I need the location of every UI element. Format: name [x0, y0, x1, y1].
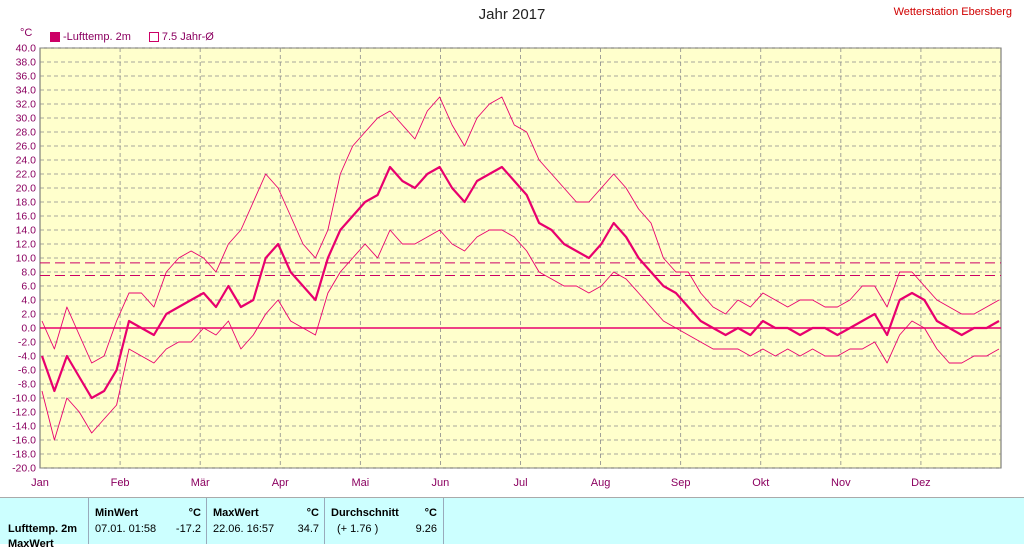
y-tick-label: 30.0: [16, 113, 37, 125]
y-tick-label: 28.0: [16, 127, 37, 139]
x-tick-label: Feb: [111, 477, 130, 489]
y-tick-label: -2.0: [18, 337, 36, 349]
avg-value: 9.26: [415, 523, 437, 535]
chart-canvas: 40.0 38.0 36.0 34.0 32.0 30.0 28.0 26.0 24.0 22.0…: [12, 43, 1002, 489]
y-tick-label: -8.0: [18, 379, 36, 391]
x-tick-label: Jan: [31, 477, 49, 489]
y-tick-label: 24.0: [16, 155, 37, 167]
x-tick-label: Mär: [191, 477, 210, 489]
min-cell: MinWert °C 07.01. 01:58 -17.2: [88, 498, 207, 544]
x-tick-label: Aug: [591, 477, 611, 489]
legend-swatch-filled-icon: [50, 32, 60, 42]
y-tick-label: -14.0: [12, 421, 36, 433]
y-tick-label: 38.0: [16, 57, 37, 69]
y-tick-label: -10.0: [12, 393, 36, 405]
series-line-min: [41, 229, 1000, 441]
x-tick-label: Jul: [513, 477, 527, 489]
y-axis-ticks: 40.0 38.0 36.0 34.0 32.0 30.0 28.0 26.0 24.0 22.0…: [12, 43, 36, 475]
x-tick-label: Okt: [752, 477, 769, 489]
y-tick-label: 20.0: [16, 183, 37, 195]
avg-header: Durchschnitt: [331, 507, 399, 519]
series-lines: [40, 96, 1000, 441]
x-tick-label: Jun: [432, 477, 450, 489]
x-tick-label: Dez: [911, 477, 931, 489]
y-tick-label: 34.0: [16, 85, 37, 97]
y-tick-label: 26.0: [16, 141, 37, 153]
x-tick-label: Apr: [272, 477, 289, 489]
y-tick-label: 14.0: [16, 225, 37, 237]
y-tick-label: 36.0: [16, 71, 37, 83]
max-value: 34.7: [297, 523, 319, 535]
y-tick-label: -18.0: [12, 449, 36, 461]
y-tick-label: 0.0: [21, 323, 36, 335]
stats-panel: Lufttemp. 2m MaxWert MinWert °C 07.01. 0…: [0, 497, 1024, 550]
y-tick-label: 6.0: [21, 281, 36, 293]
row-label-temperature: Lufttemp. 2m: [8, 523, 78, 535]
station-name: Wetterstation Ebersberg: [893, 6, 1012, 18]
y-tick-label: 40.0: [16, 43, 37, 55]
avg-diff: (+ 1.76 ): [337, 523, 379, 535]
y-tick-label: 8.0: [21, 267, 36, 279]
y-tick-label: 16.0: [16, 211, 37, 223]
min-value: -17.2: [175, 523, 201, 535]
x-tick-label: Sep: [671, 477, 691, 489]
y-tick-label: 2.0: [21, 309, 36, 321]
y-tick-label: -6.0: [18, 365, 36, 377]
y-tick-label: -4.0: [18, 351, 36, 363]
max-date: 22.06. 16:57: [213, 523, 275, 535]
min-unit: °C: [188, 507, 201, 519]
x-tick-label: Nov: [831, 477, 851, 489]
y-tick-label: -20.0: [12, 463, 36, 475]
row-label-maxwert: MaxWert: [8, 538, 54, 550]
y-tick-label: 4.0: [21, 295, 36, 307]
legend-item-average: 7.5 Jahr-Ø: [161, 31, 214, 43]
legend-item-temperature: -Lufttemp. 2m: [63, 31, 131, 43]
avg-unit: °C: [424, 507, 437, 519]
x-axis-ticks: Jan Feb Mär Apr Mai Jun Jul Aug Sep Okt Nov Dez: [31, 477, 931, 489]
chart-title: Jahr 2017: [478, 6, 546, 23]
avg-cell: Durchschnitt °C (+ 1.76 ) 9.26: [324, 498, 444, 544]
y-tick-label: 22.0: [16, 169, 37, 181]
series-line-mean: [40, 165, 1000, 400]
y-tick-label: -16.0: [12, 435, 36, 447]
reference-lines: [40, 262, 1001, 329]
max-unit: °C: [306, 507, 319, 519]
y-tick-label: -12.0: [12, 407, 36, 419]
series-line-max: [41, 96, 1000, 364]
max-cell: MaxWert °C 22.06. 16:57 34.7: [206, 498, 325, 544]
y-tick-label: 32.0: [16, 99, 37, 111]
y-axis-unit: °C: [20, 27, 33, 39]
y-tick-label: 18.0: [16, 197, 37, 209]
min-header: MinWert: [95, 507, 139, 519]
x-tick-label: Mai: [351, 477, 369, 489]
y-tick-label: 10.0: [16, 253, 37, 265]
chart-legend: -Lufttemp. 2m 7.5 Jahr-Ø: [50, 31, 214, 43]
y-tick-label: 12.0: [16, 239, 37, 251]
min-date: 07.01. 01:58: [95, 523, 157, 535]
max-header: MaxWert: [213, 507, 259, 519]
legend-swatch-empty-icon: [148, 32, 159, 42]
